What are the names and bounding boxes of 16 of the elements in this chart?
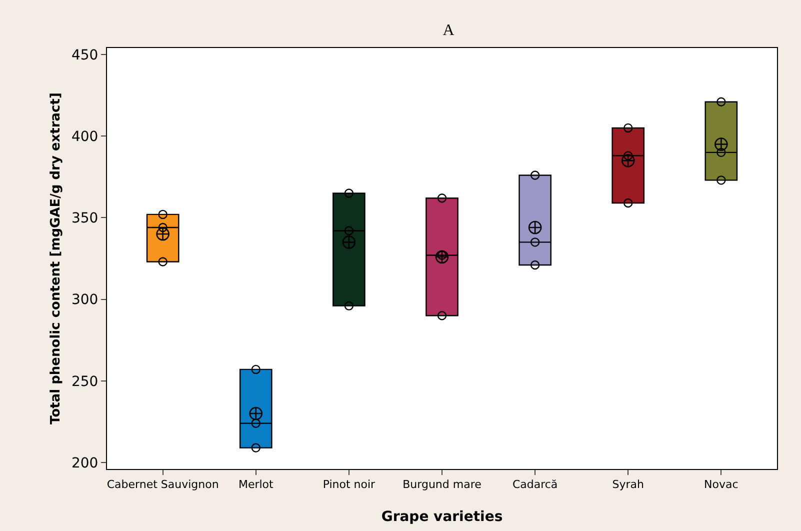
y-tick-label: 450 [71, 47, 98, 64]
x-tick-label: Cabernet Sauvignon [106, 478, 219, 492]
y-tick-label: 350 [71, 210, 98, 227]
y-axis-title: Total phenolic content [mgGAE/g dry extract] [48, 92, 64, 424]
y-tick-label: 200 [71, 455, 98, 472]
x-tick-label: Novac [704, 478, 738, 492]
x-tick-label: Syrah [612, 478, 644, 492]
x-tick-label: Cadarcă [512, 478, 558, 492]
y-tick-label: 250 [71, 374, 98, 390]
y-tick-label: 400 [71, 129, 98, 146]
x-tick-label: Merlot [238, 478, 274, 492]
x-axis-title: Grape varieties [381, 509, 503, 525]
x-tick-label: Burgund mare [402, 478, 482, 492]
chart-title: A [442, 22, 455, 40]
x-tick-label: Pinot noir [322, 478, 376, 492]
y-tick-label: 300 [71, 292, 98, 308]
